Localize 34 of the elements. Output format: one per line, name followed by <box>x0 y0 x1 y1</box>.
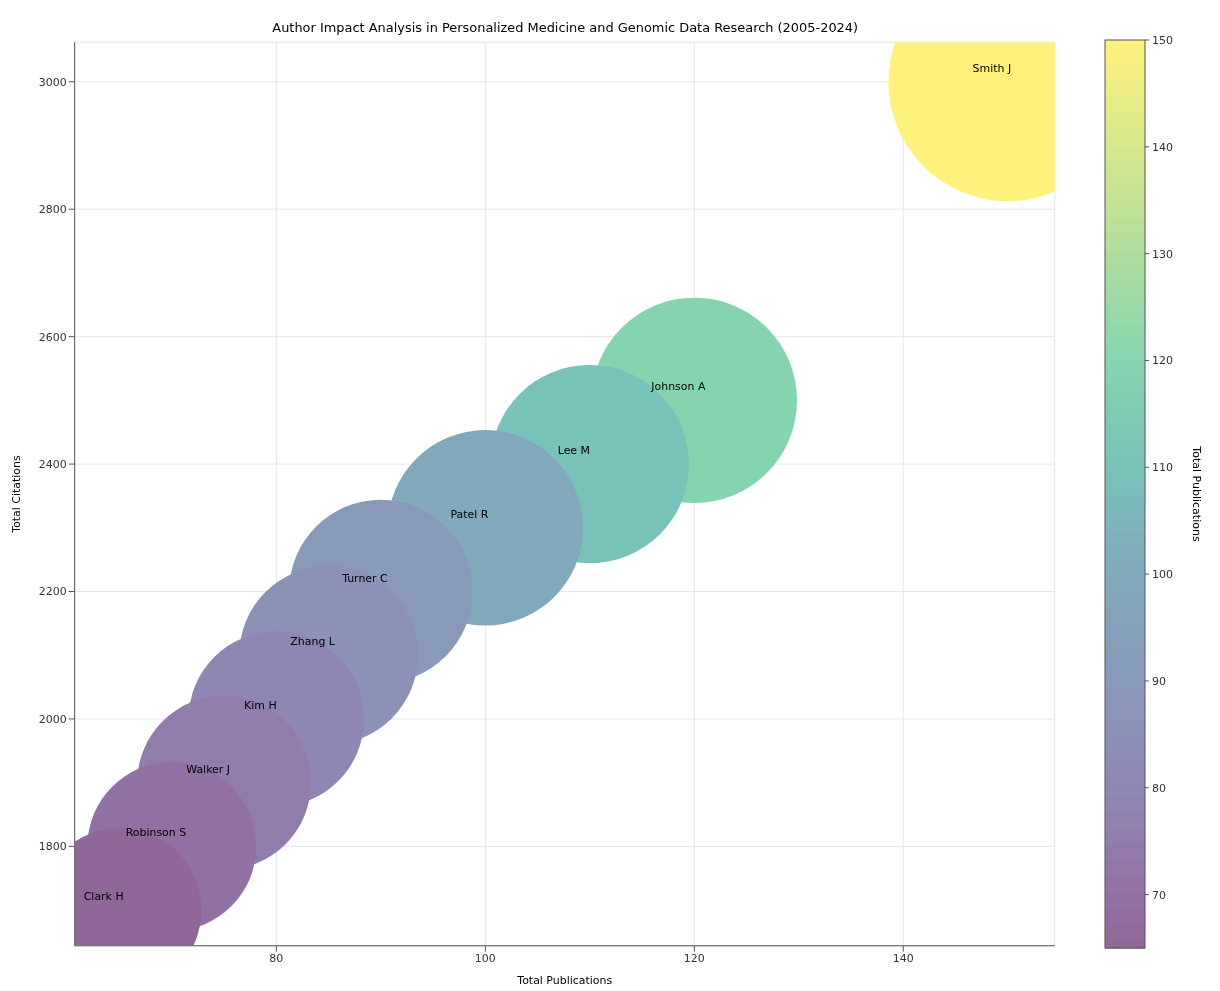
y-tick-label: 2800 <box>38 203 67 217</box>
series-label: Robinson S <box>125 826 187 840</box>
y-tick-label: 3000 <box>38 75 67 89</box>
color-bar-label: 140 <box>1151 140 1173 154</box>
y-tick-label: 2400 <box>38 457 67 471</box>
color-bar-label: 110 <box>1151 461 1173 475</box>
x-tick-label: 140 <box>892 951 914 965</box>
series-label: Johnson A <box>650 380 706 394</box>
color-bar-label: 130 <box>1151 247 1173 261</box>
x-axis-title: Total Publications <box>516 973 613 987</box>
y-tick-label: 1800 <box>38 840 67 854</box>
series-label: Kim H <box>244 699 277 712</box>
color-bar-title: Total Publications <box>1189 445 1203 542</box>
color-bar-label: 120 <box>1151 354 1173 368</box>
series-label: Zhang L <box>290 635 336 649</box>
series-label: Walker J <box>186 762 231 776</box>
x-tick-label: 80 <box>269 951 284 965</box>
y-tick-label: 2600 <box>38 330 67 344</box>
series-label: Lee M <box>557 444 591 458</box>
chart-title: Author Impact Analysis in Personalized Medicine and Genomic Data Research (2005-2024) <box>272 20 859 36</box>
color-bar-label: 150 <box>1151 34 1173 47</box>
color-bar-label: 80 <box>1151 781 1166 795</box>
color-bar-label: 100 <box>1151 568 1173 582</box>
x-tick-label: 120 <box>683 951 705 965</box>
color-bar-label: 90 <box>1151 674 1166 688</box>
y-axis-title: Total Citations <box>9 455 23 534</box>
series-label: Turner C <box>341 571 389 585</box>
series-label: Patel R <box>450 507 489 521</box>
series-label: Clark H <box>83 890 124 904</box>
x-tick-label: 100 <box>474 951 496 965</box>
color-bar-label: 70 <box>1151 888 1166 902</box>
y-tick-label: 2200 <box>38 585 67 599</box>
series-label: Smith J <box>972 61 1012 75</box>
y-tick-label: 2000 <box>38 712 67 726</box>
